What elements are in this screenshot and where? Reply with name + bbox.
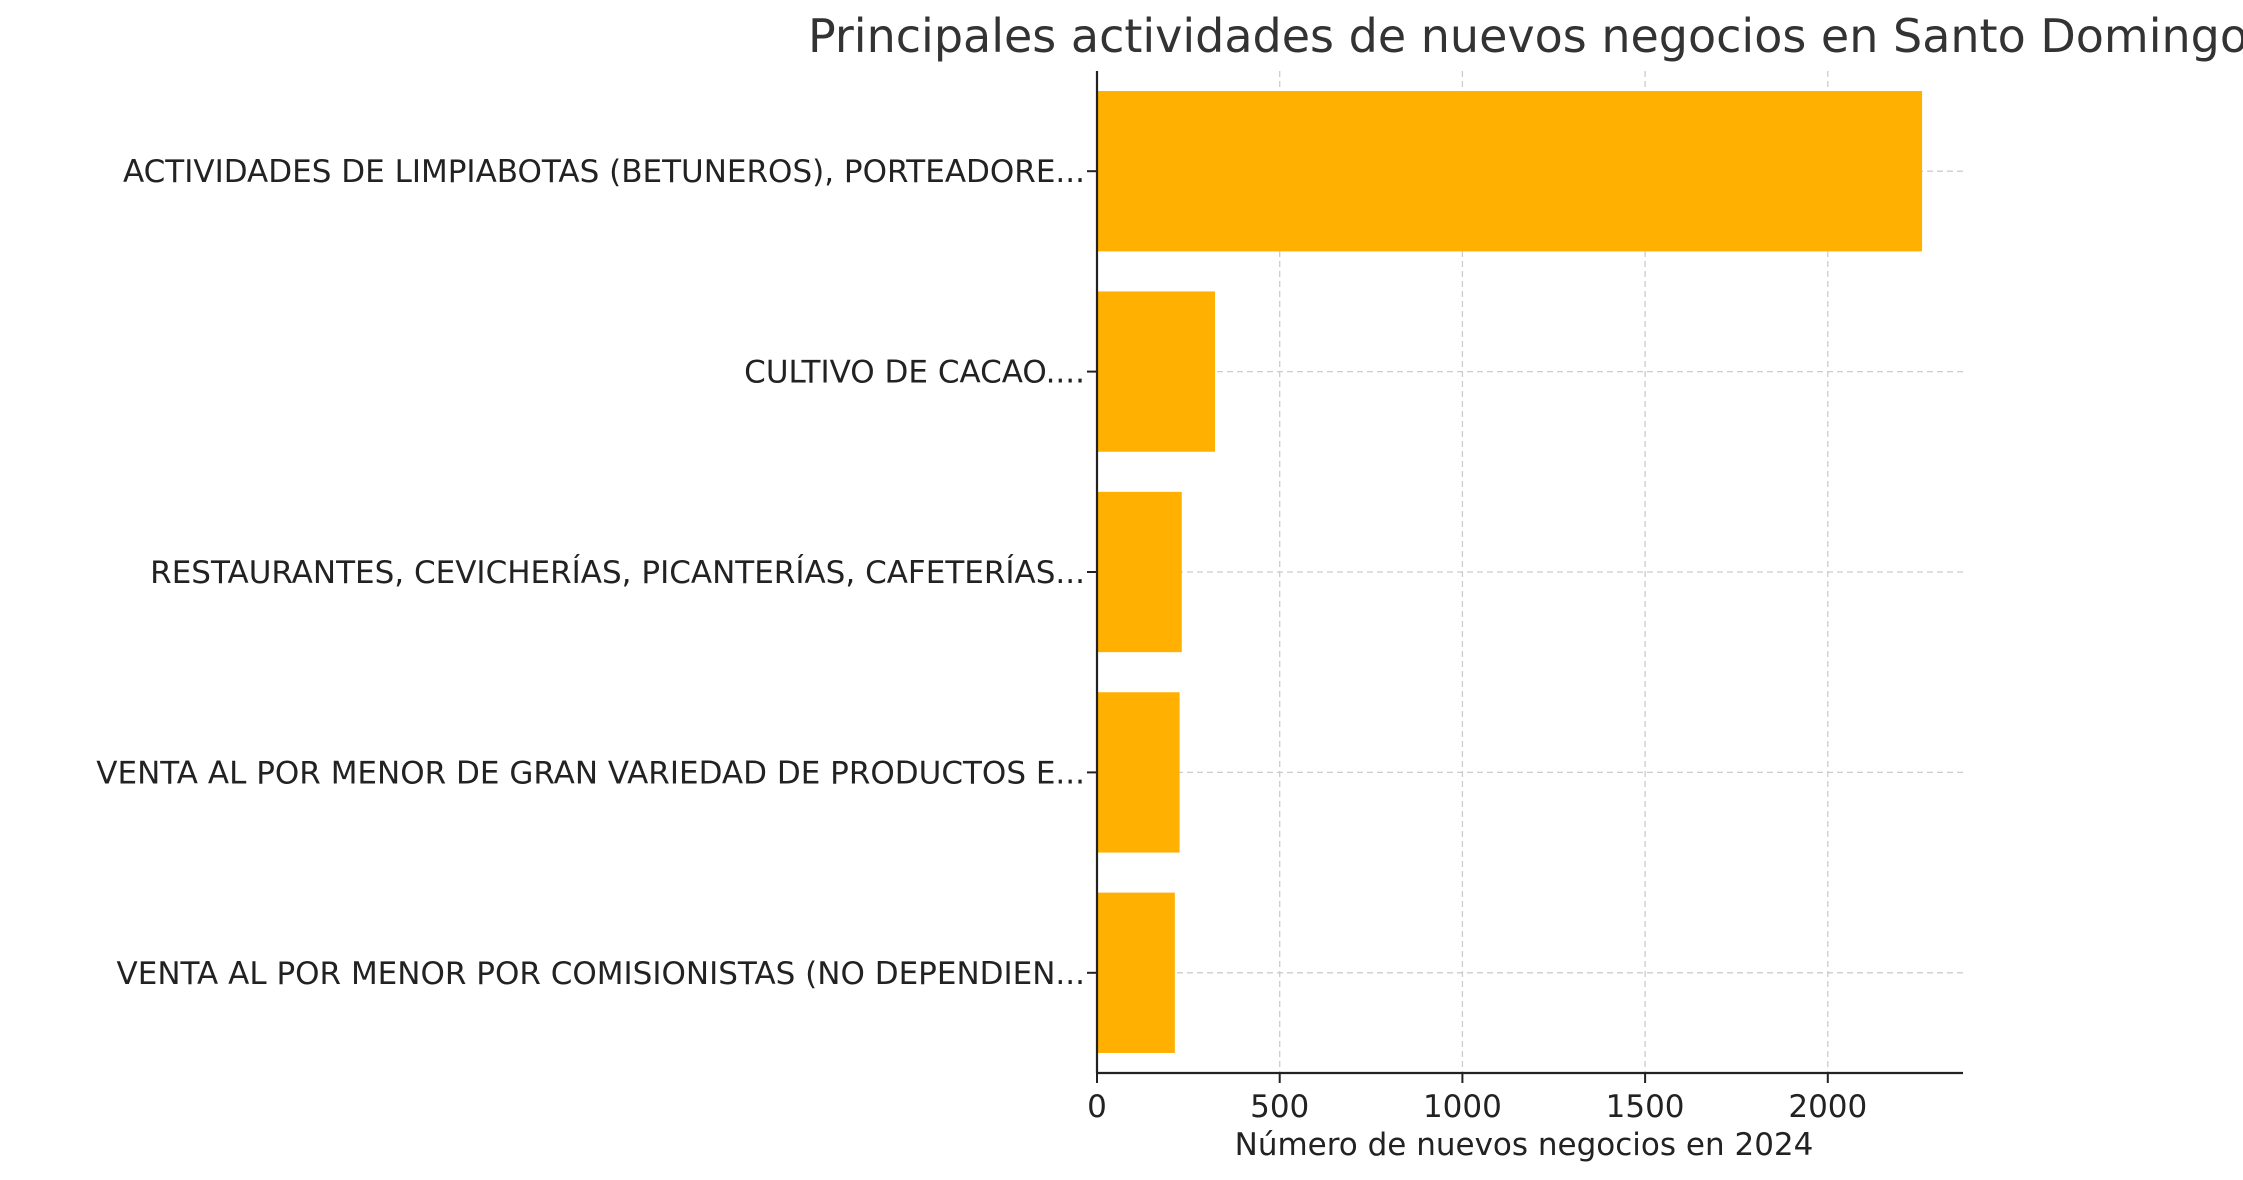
y-tick-label: CULTIVO DE CACAO.... xyxy=(744,355,1085,391)
tick-labels: ACTIVIDADES DE LIMPIABOTAS (BETUNEROS), … xyxy=(96,154,1867,1125)
chart-title: Principales actividades de nuevos negoci… xyxy=(808,9,2243,63)
bar xyxy=(1097,892,1175,1053)
y-tick-label: VENTA AL POR MENOR POR COMISIONISTAS (NO… xyxy=(117,956,1085,992)
bar xyxy=(1097,291,1216,452)
x-tick-label: 500 xyxy=(1250,1089,1309,1125)
axes xyxy=(1087,71,1963,1083)
y-tick-label: RESTAURANTES, CEVICHERÍAS, PICANTERÍAS, … xyxy=(150,555,1085,591)
x-tick-label: 1500 xyxy=(1606,1089,1685,1125)
bars xyxy=(1097,91,1923,1053)
x-tick-label: 0 xyxy=(1087,1089,1107,1125)
bar xyxy=(1097,91,1923,252)
x-axis-label: Número de nuevos negocios en 2024 xyxy=(1235,1127,1814,1163)
x-tick-label: 2000 xyxy=(1788,1089,1867,1125)
bar xyxy=(1097,491,1182,653)
y-tick-label: ACTIVIDADES DE LIMPIABOTAS (BETUNEROS), … xyxy=(123,154,1085,190)
x-tick-label: 1000 xyxy=(1423,1089,1502,1125)
bar xyxy=(1097,692,1180,853)
y-tick-label: VENTA AL POR MENOR DE GRAN VARIEDAD DE P… xyxy=(96,755,1085,791)
